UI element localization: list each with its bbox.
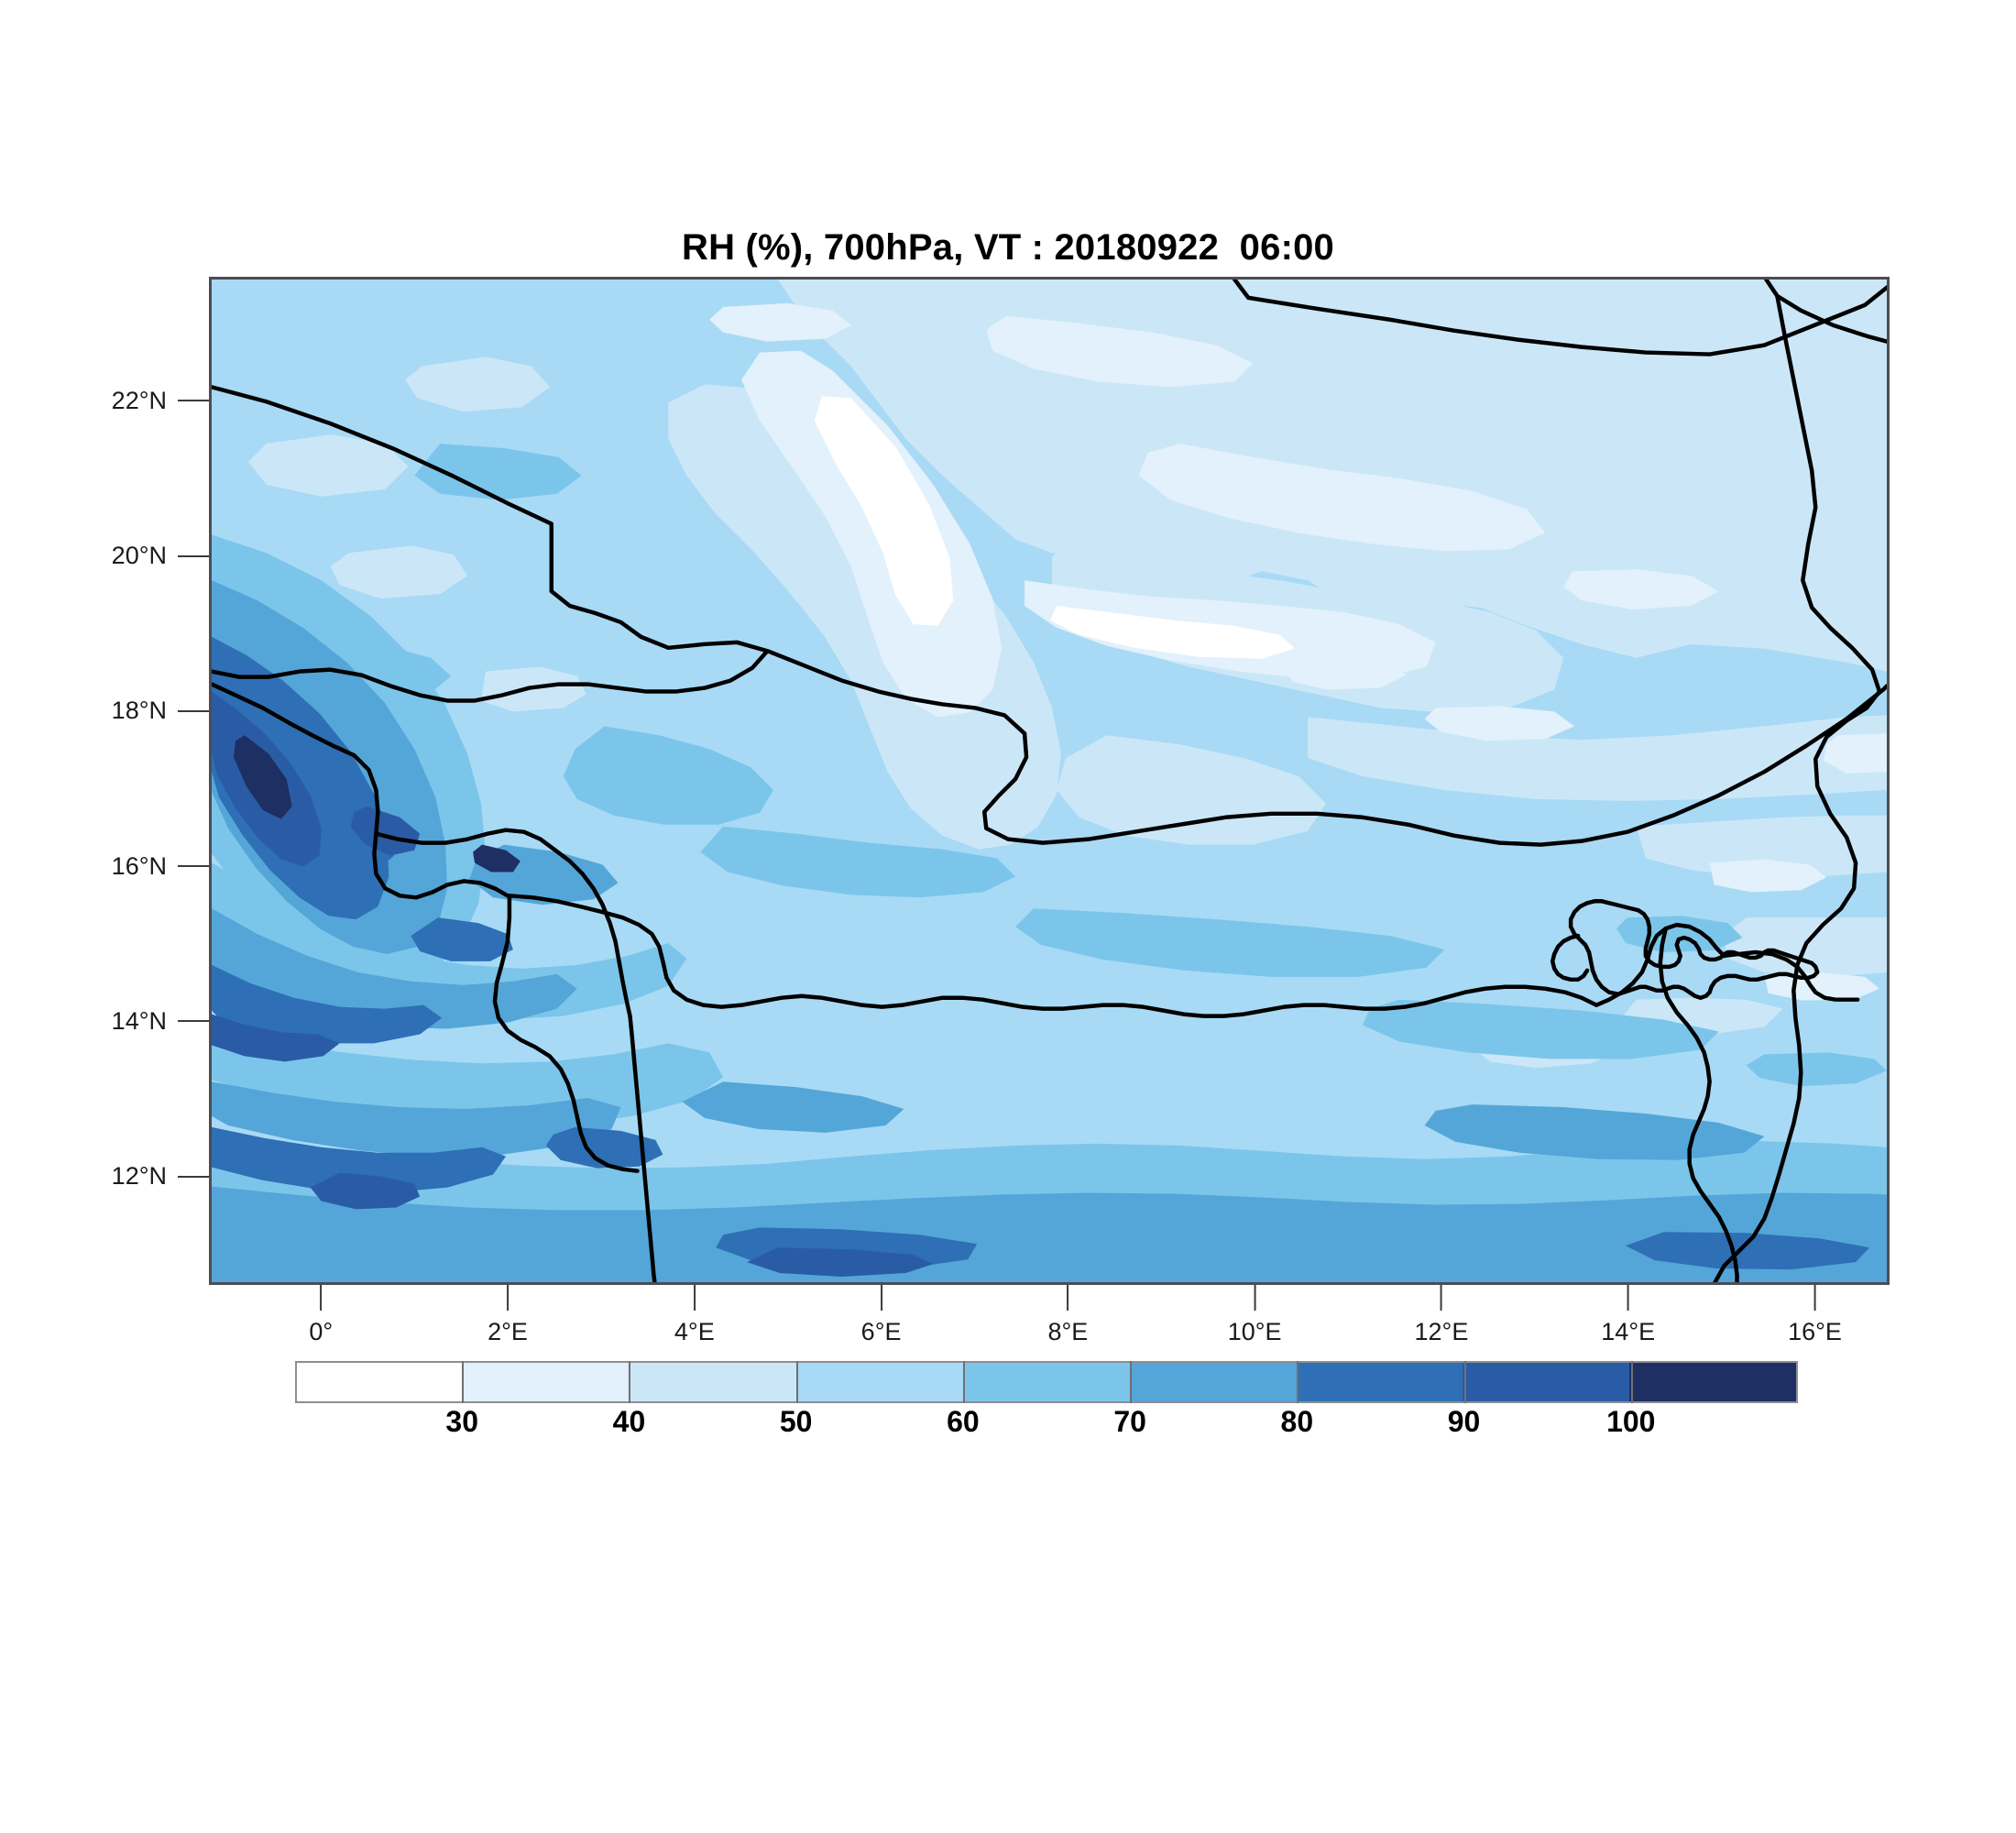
colorbar-tick-label-50: 50 (779, 1405, 813, 1438)
colorbar-separator-100 (1630, 1361, 1633, 1403)
colorbar-cell-0[interactable] (297, 1363, 464, 1401)
colorbar-tick-label-40: 40 (612, 1405, 646, 1438)
x-axis-tick-2E: 2°E (488, 1285, 528, 1345)
colorbar-cell-3[interactable] (796, 1363, 964, 1401)
x-axis-tick-14E: 14°E (1601, 1285, 1655, 1345)
x-axis-tick-label: 16°E (1788, 1318, 1842, 1345)
colorbar-cell-6[interactable] (1296, 1363, 1463, 1401)
y-axis-tick-label: 12°N (111, 1162, 167, 1191)
colorbar-separator-60 (962, 1361, 965, 1403)
x-axis-tick-mark (1254, 1285, 1256, 1311)
colorbar-tick-label-80: 80 (1280, 1405, 1314, 1438)
page-title: RH (%), 700hPa, VT : 20180922 06:00 (681, 227, 1334, 268)
x-axis-tick-mark (507, 1285, 509, 1311)
colorbar-tick-label-100: 100 (1606, 1405, 1656, 1438)
x-axis-tick-6E: 6°E (861, 1285, 902, 1345)
y-axis-tick-mark (178, 709, 209, 712)
x-axis-tick-mark (320, 1285, 323, 1311)
map-plot-area[interactable] (209, 277, 1890, 1285)
colorbar-tick-label-90: 90 (1447, 1405, 1481, 1438)
country-borders (212, 280, 1887, 1282)
colorbar-separator-80 (1297, 1361, 1299, 1403)
x-axis-tick-label: 14°E (1601, 1318, 1656, 1345)
colorbar-separator-40 (629, 1361, 631, 1403)
x-axis-tick-label: 8°E (1047, 1318, 1089, 1345)
colorbar-tick-label-30: 30 (445, 1405, 479, 1438)
y-axis-tick-label: 20°N (111, 542, 167, 570)
y-axis-tick-label: 22°N (111, 386, 167, 414)
x-axis-tick-mark (1067, 1285, 1069, 1311)
colorbar-cell-4[interactable] (963, 1363, 1130, 1401)
y-axis-tick-label: 16°N (111, 851, 167, 880)
y-axis-tick-label: 14°N (111, 1006, 167, 1035)
y-axis-tick-label: 18°N (111, 697, 167, 725)
colorbar-cell-5[interactable] (1129, 1363, 1297, 1401)
x-axis-tick-0: 0° (309, 1285, 333, 1345)
colorbar-cell-8[interactable] (1629, 1363, 1797, 1401)
colorbar-separator-70 (1130, 1361, 1133, 1403)
x-axis-tick-mark (1627, 1285, 1629, 1311)
x-axis-tick-10E: 10°E (1228, 1285, 1282, 1345)
x-axis-tick-label: 6°E (860, 1318, 902, 1345)
y-axis-tick-mark (178, 865, 209, 868)
colorbar[interactable]: 30 40 50 60 70 80 90 100 (295, 1361, 1798, 1436)
x-axis-tick-mark (1813, 1285, 1816, 1311)
map-svg (212, 280, 1887, 1282)
x-axis-tick-16E: 16°E (1788, 1285, 1842, 1345)
x-axis-tick-12E: 12°E (1414, 1285, 1469, 1345)
colorbar-cell-1[interactable] (463, 1363, 630, 1401)
y-axis-tick-mark (178, 1020, 209, 1023)
x-axis-tick-label: 0° (309, 1318, 334, 1345)
colorbar-gradient[interactable] (295, 1361, 1798, 1403)
x-axis-tick-mark (880, 1285, 882, 1311)
colorbar-tick-label-60: 60 (947, 1405, 980, 1438)
x-axis-tick-mark (1440, 1285, 1442, 1311)
x-axis-tick-mark (693, 1285, 696, 1311)
colorbar-cell-2[interactable] (630, 1363, 797, 1401)
rh-filled-contours (212, 280, 1887, 1282)
colorbar-separator-90 (1463, 1361, 1466, 1403)
y-axis-tick-mark (178, 554, 209, 557)
colorbar-cell-7[interactable] (1463, 1363, 1630, 1401)
colorbar-separator-30 (462, 1361, 465, 1403)
colorbar-separator-50 (795, 1361, 798, 1403)
x-axis-tick-8E: 8°E (1047, 1285, 1088, 1345)
x-axis-tick-label: 12°E (1414, 1318, 1469, 1345)
x-axis-tick-label: 4°E (674, 1318, 715, 1345)
y-axis-tick-mark (178, 400, 209, 402)
x-axis-tick-label: 2°E (488, 1318, 528, 1345)
colorbar-tick-label-70: 70 (1113, 1405, 1146, 1438)
x-axis-tick-4E: 4°E (674, 1285, 715, 1345)
x-axis-tick-label: 10°E (1227, 1318, 1282, 1345)
y-axis-tick-mark (178, 1175, 209, 1178)
